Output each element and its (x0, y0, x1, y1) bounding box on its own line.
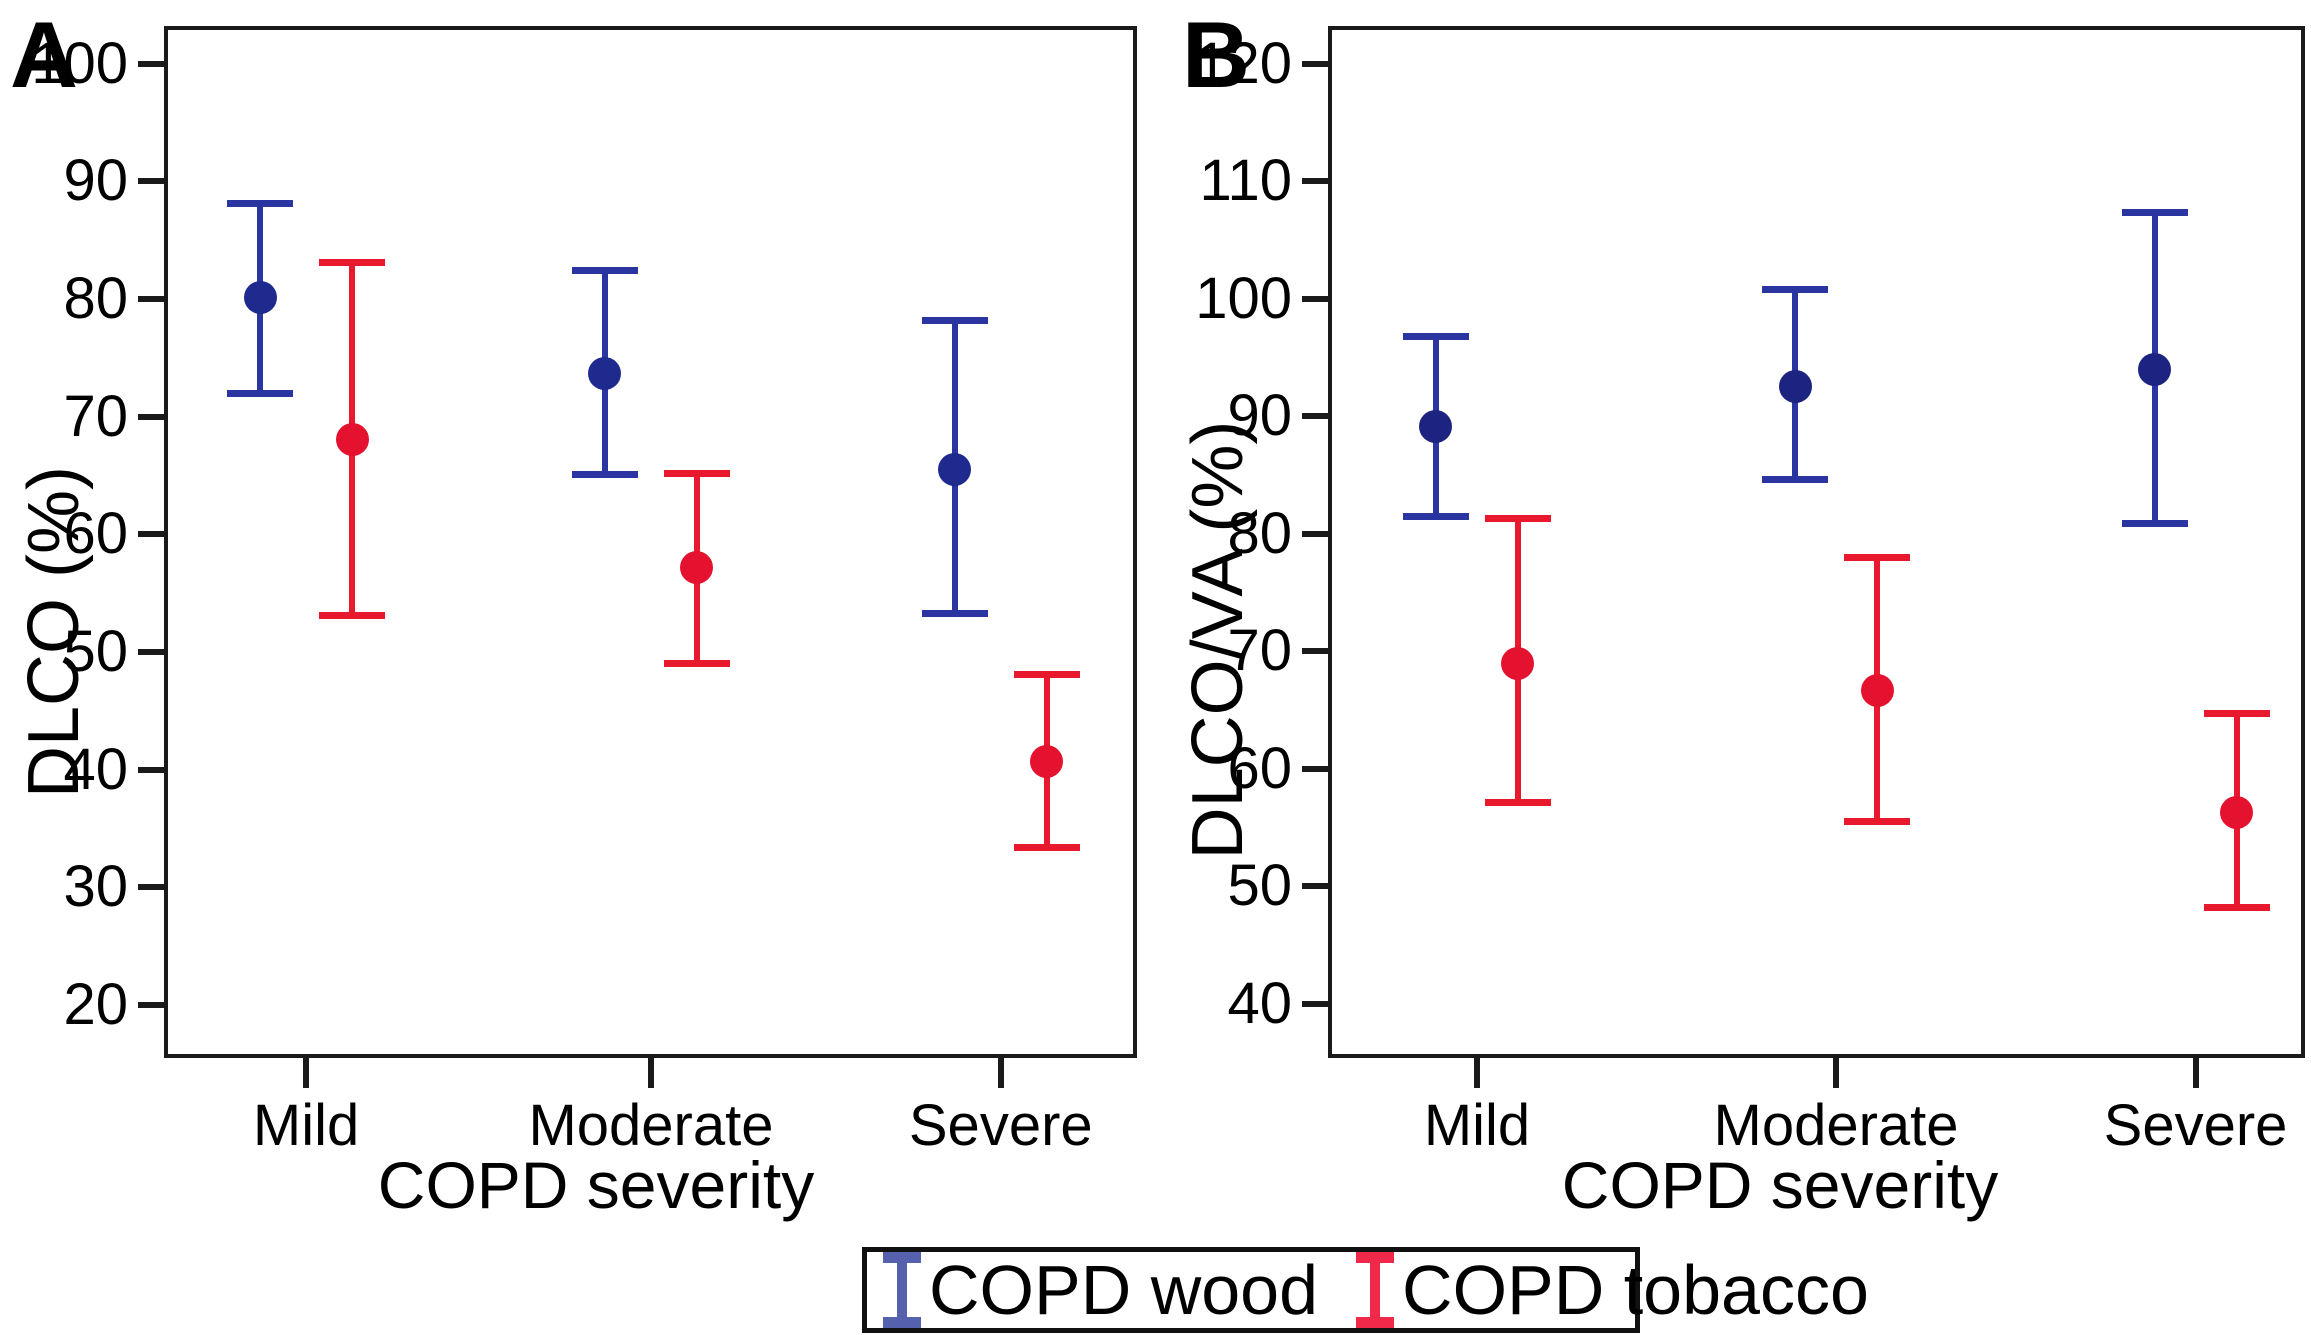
panel-a-y-tick-label-80: 80 (63, 266, 128, 331)
panel-b-x-tick-label-moderate: Moderate (1713, 1093, 1959, 1158)
panel-b-copd-wood-severe-error-bar-cap-lower (2121, 519, 2188, 527)
panel-a-copd-wood-mild-error-bar-cap-upper (227, 200, 294, 208)
panel-b-copd-tobacco-mild-error-bar-cap-lower (1484, 799, 1551, 807)
panel-a-letter: A (10, 2, 78, 107)
panel-b-copd-tobacco-severe-mean-marker (2220, 795, 2254, 829)
panel-a-y-tick-label-70: 70 (63, 383, 128, 449)
panel-a-y-tick-40 (138, 766, 164, 773)
panel-b-y-tick-100 (1302, 295, 1328, 302)
panel-a-copd-wood-moderate-error-bar-cap-upper (571, 267, 638, 275)
panel-b-plot-area (1328, 26, 2305, 1058)
panel-a-y-tick-label-50: 50 (63, 619, 128, 685)
panel-b-y-tick-label-40: 40 (1227, 970, 1292, 1036)
panel-a-x-tick-mild (303, 1058, 310, 1088)
panel-a-copd-wood-severe-mean-marker (938, 453, 972, 487)
panel-b-copd-wood-moderate-mean-marker (1778, 370, 1812, 404)
panel-a-copd-wood-mild-mean-marker (243, 281, 277, 315)
panel-a-y-tick-50 (138, 649, 164, 656)
panel-a-y-tick-label-60: 60 (63, 501, 128, 567)
panel-a-copd-wood-moderate-mean-marker (588, 356, 622, 390)
panel-a-y-tick-label-30: 30 (63, 854, 128, 920)
panel-a-x-tick-label-severe: Severe (908, 1093, 1093, 1158)
panel-a-x-tick-moderate (647, 1058, 654, 1088)
panel-b-copd-tobacco-moderate-error-bar-cap-lower (1844, 818, 1911, 826)
panel-a-copd-tobacco-moderate-error-bar-cap-lower (663, 660, 730, 668)
panel-a-copd-wood-moderate-error-bar-cap-lower (571, 470, 638, 478)
copd-wood-error-bar-legend-icon (883, 1252, 921, 1328)
panel-b-y-tick-110 (1302, 178, 1328, 185)
panel-b-y-tick-label-120: 120 (1195, 30, 1292, 96)
panel-b-y-tick-50 (1302, 883, 1328, 890)
panel-b-y-tick-label-110: 110 (1199, 148, 1292, 214)
panel-b-copd-wood-moderate-error-bar-cap-upper (1762, 285, 1829, 293)
panel-b-copd-wood-mild-mean-marker (1419, 410, 1453, 444)
panel-b-y-tick-40 (1302, 1000, 1328, 1007)
panel-b-y-tick-label-80: 80 (1227, 500, 1292, 566)
legend-label-copd-tobacco: COPD tobacco (1402, 1251, 1869, 1329)
panel-a-plot-area (164, 26, 1137, 1058)
panel-a-y-tick-label-40: 40 (63, 736, 128, 802)
panel-b-copd-tobacco-severe-error-bar-cap-lower (2203, 904, 2270, 912)
panel-b-copd-tobacco-moderate-error-bar-cap-upper (1844, 553, 1911, 561)
panel-b-y-tick-label-90: 90 (1227, 383, 1292, 449)
panel-a-y-tick-30 (138, 884, 164, 891)
panel-a-y-tick-label-90: 90 (63, 148, 128, 214)
panel-a-y-tick-80 (138, 296, 164, 302)
legend-label-copd-wood: COPD wood (929, 1251, 1319, 1329)
panel-a-y-tick-20 (138, 1002, 164, 1009)
panel-b-y-tick-label-100: 100 (1195, 265, 1292, 331)
panel-a-y-tick-label-20: 20 (63, 972, 128, 1038)
panel-b-letter: B (1182, 2, 1250, 107)
legend-item-copd-wood: COPD wood (883, 1252, 1318, 1328)
panel-b-y-tick-80 (1302, 530, 1328, 537)
panel-b-copd-tobacco-moderate-mean-marker (1860, 673, 1894, 707)
panel-b-y-tick-70 (1302, 648, 1328, 655)
panel-b-copd-wood-mild-error-bar-cap-lower (1402, 512, 1469, 520)
panel-b-x-tick-label-mild: Mild (1423, 1093, 1531, 1158)
legend: COPD wood COPD tobacco (862, 1247, 1869, 1333)
panel-a-copd-tobacco-mild-error-bar-cap-upper (319, 259, 386, 267)
panel-b-copd-tobacco-mild-error-bar-cap-upper (1484, 514, 1551, 522)
panel-b-y-tick-120 (1302, 60, 1328, 67)
panel-a-copd-tobacco-mild-error-bar-cap-lower (319, 612, 386, 620)
panel-b-x-tick-mild (1473, 1058, 1480, 1088)
panel-b-y-tick-90 (1302, 413, 1328, 420)
panel-b-copd-wood-severe-error-bar-cap-upper (2121, 209, 2188, 217)
panel-a-y-tick-60 (138, 531, 164, 538)
panel-b-x-tick-moderate (1833, 1058, 1840, 1088)
panel-a-copd-tobacco-moderate-mean-marker (680, 550, 714, 584)
panel-a-copd-wood-mild-error-bar-cap-lower (227, 389, 294, 397)
legend-item-copd-tobacco: COPD tobacco (1356, 1252, 1869, 1328)
panel-a-copd-tobacco-mild-mean-marker (335, 422, 369, 456)
panel-a-copd-tobacco-severe-error-bar-cap-upper (1013, 670, 1080, 678)
panel-b-copd-wood-mild-error-bar-cap-upper (1402, 332, 1469, 340)
panel-b-copd-wood-moderate-error-bar-cap-lower (1762, 476, 1829, 484)
panel-a-x-tick-severe (997, 1058, 1004, 1088)
panel-a-copd-tobacco-severe-mean-marker (1030, 744, 1064, 778)
panel-a-copd-wood-severe-error-bar-cap-lower (921, 609, 988, 617)
panel-b-y-tick-label-60: 60 (1227, 735, 1292, 801)
panel-a-y-tick-label-100: 100 (31, 30, 128, 96)
panel-b-copd-tobacco-severe-error-bar-cap-upper (2203, 710, 2270, 718)
panel-a-copd-tobacco-severe-error-bar-cap-lower (1013, 843, 1080, 851)
panel-a-x-axis-title: COPD severity (377, 1148, 815, 1222)
panel-a-y-tick-70 (138, 413, 164, 420)
panel-b-y-tick-label-50: 50 (1227, 853, 1292, 919)
panel-a-y-tick-90 (138, 178, 164, 185)
panel-b-copd-wood-severe-mean-marker (2138, 352, 2172, 386)
panel-a-x-tick-label-mild: Mild (252, 1093, 360, 1158)
copd-tobacco-error-bar-legend-icon (1356, 1252, 1395, 1328)
panel-b-x-tick-label-severe: Severe (2103, 1093, 2288, 1158)
panel-b-copd-tobacco-mild-mean-marker (1501, 646, 1535, 680)
panel-a-x-tick-label-moderate: Moderate (528, 1093, 774, 1158)
panel-b-x-axis-title: COPD severity (1561, 1148, 1999, 1222)
panel-b-x-tick-severe (2192, 1058, 2199, 1088)
panel-b-y-tick-60 (1302, 765, 1328, 772)
panel-a-copd-wood-severe-error-bar-cap-upper (921, 316, 988, 324)
panel-a-y-tick-100 (138, 60, 164, 67)
panel-b-y-tick-label-70: 70 (1227, 618, 1292, 684)
panel-a-copd-tobacco-moderate-error-bar-cap-upper (663, 469, 730, 477)
